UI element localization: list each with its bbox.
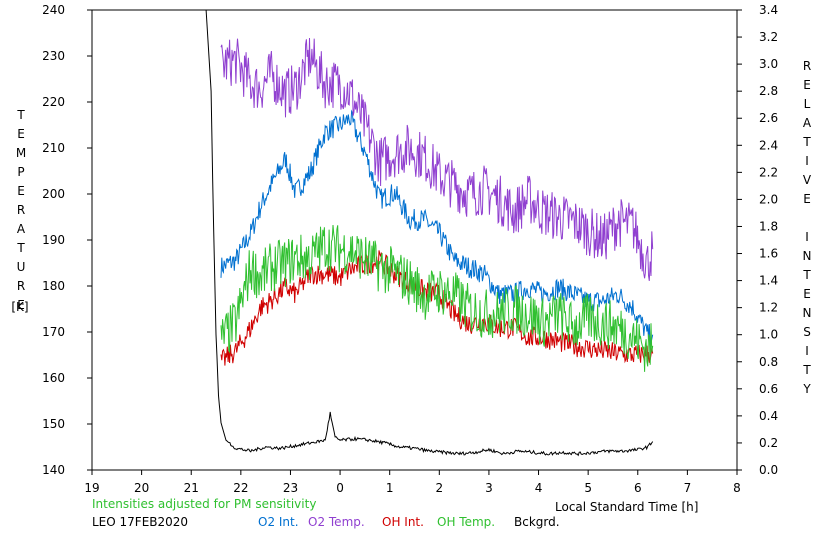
station-date: LEO 17FEB2020 — [92, 515, 188, 529]
axis-label-letter — [800, 209, 814, 228]
x-tick-label: 7 — [684, 481, 692, 495]
series-o2-int — [220, 109, 654, 347]
y-left-tick-label: 210 — [42, 141, 65, 155]
y-right-tick-label: 2.6 — [759, 111, 778, 125]
axis-label-letter: E — [803, 287, 811, 301]
axis-label-letter: M — [15, 146, 27, 160]
axis-label-letter: T — [17, 108, 25, 122]
legend-entry: Bckgrd. — [514, 515, 560, 529]
y-left-tick-label: 180 — [42, 279, 65, 293]
y-left-tick-label: 230 — [42, 49, 65, 63]
y-right-tick-label: 1.2 — [759, 301, 778, 315]
axis-label-letter: A — [802, 116, 812, 130]
x-tick-label: 4 — [535, 481, 543, 495]
axis-label-letter: I — [805, 154, 809, 168]
y-right-tick-label: 3.4 — [759, 3, 778, 17]
axis-label-letter: N — [802, 306, 812, 320]
x-tick-label: 22 — [233, 481, 248, 495]
axis-label-letter: I — [805, 230, 809, 244]
axis-label-letter: E — [17, 127, 25, 141]
axis-label-letter: Y — [803, 382, 811, 396]
axis-label-letter: V — [802, 173, 812, 187]
y-right-tick-label: 2.0 — [759, 192, 778, 206]
y-left-tick-label: 240 — [42, 3, 65, 17]
y-left-tick-label: 160 — [42, 371, 65, 385]
axis-label-letter: A — [16, 222, 26, 236]
y-right-tick-label: 0.2 — [759, 436, 778, 450]
legend-layer: Intensities adjusted for PM sensitivity L… — [92, 497, 560, 529]
axis-label-letter: T — [803, 135, 811, 149]
x-tick-label: 6 — [634, 481, 642, 495]
axis-label-letter: I — [805, 344, 809, 358]
axis-label-letter: U — [16, 260, 26, 274]
y-right-tick-label: 1.6 — [759, 247, 778, 261]
x-axis-label: Local Standard Time [h] — [555, 500, 698, 514]
x-tick-label: 21 — [184, 481, 199, 495]
series-oh-temp — [220, 224, 654, 372]
x-tick-label: 5 — [584, 481, 592, 495]
series-bckgrd — [205, 9, 654, 457]
x-tick-label: 23 — [283, 481, 298, 495]
x-tick-label: 0 — [336, 481, 344, 495]
axis-label-letter: R — [16, 203, 26, 217]
legend-entry: OH Temp. — [437, 515, 495, 529]
series-layer — [205, 9, 654, 457]
y-left-tick-label: 190 — [42, 233, 65, 247]
y-right-tick-label: 0.4 — [759, 409, 778, 423]
left-axis-unit: [K] — [11, 300, 29, 314]
axis-label-letter: L — [803, 97, 811, 111]
axis-label-letter: T — [17, 241, 25, 255]
y-right-tick-label: 1.0 — [759, 328, 778, 342]
y-right-tick-label: 1.4 — [759, 274, 778, 288]
axis-label-letter: S — [803, 325, 811, 339]
x-tick-label: 1 — [386, 481, 394, 495]
plot-border — [91, 9, 738, 471]
y-right-tick-label: 3.2 — [759, 30, 778, 44]
y-right-tick-label: 2.2 — [759, 165, 778, 179]
x-tick-label: 8 — [733, 481, 741, 495]
axis-label-letter: E — [17, 298, 25, 312]
x-tick-label: 19 — [84, 481, 99, 495]
y-right-tick-label: 1.8 — [759, 219, 778, 233]
y-left-tick-label: 170 — [42, 325, 65, 339]
legend-entry: O2 Int. — [258, 515, 299, 529]
series-o2-temp — [220, 37, 654, 281]
plot-frame — [91, 9, 738, 471]
pm-sensitivity-note: Intensities adjusted for PM sensitivity — [92, 497, 316, 511]
y-right-tick-label: 0.0 — [759, 463, 778, 477]
axis-label-letter: T — [803, 268, 811, 282]
legend-entry: OH Int. — [382, 515, 424, 529]
axis-label-letter: N — [802, 249, 812, 263]
y-right-tick-label: 0.8 — [759, 355, 778, 369]
axis-label-letter: R — [16, 279, 26, 293]
x-tick-label: 2 — [435, 481, 443, 495]
y-right-tick-label: 3.0 — [759, 57, 778, 71]
legend-entry: O2 Temp. — [308, 515, 365, 529]
axis-label-letter: T — [803, 363, 811, 377]
axis-label-letter: E — [803, 192, 811, 206]
y-right-tick-label: 0.6 — [759, 382, 778, 396]
y-right-tick-label: 2.8 — [759, 84, 778, 98]
y-left-tick-label: 200 — [42, 187, 65, 201]
axes-layer: 19 20 21 22 23 0 1 2 3 4 5 6 7 8140150160170180190200… — [42, 3, 778, 514]
y-left-tick-label: 150 — [42, 417, 65, 431]
axis-label-letter: P — [17, 165, 25, 179]
axis-label-letter: E — [803, 78, 811, 92]
axis-label-letter: E — [17, 184, 25, 198]
x-tick-label: 3 — [485, 481, 493, 495]
x-tick-label: 20 — [134, 481, 149, 495]
axis-label-letter: R — [802, 59, 812, 73]
y-left-tick-label: 140 — [42, 463, 65, 477]
y-right-tick-label: 2.4 — [759, 138, 778, 152]
y-left-tick-label: 220 — [42, 95, 65, 109]
